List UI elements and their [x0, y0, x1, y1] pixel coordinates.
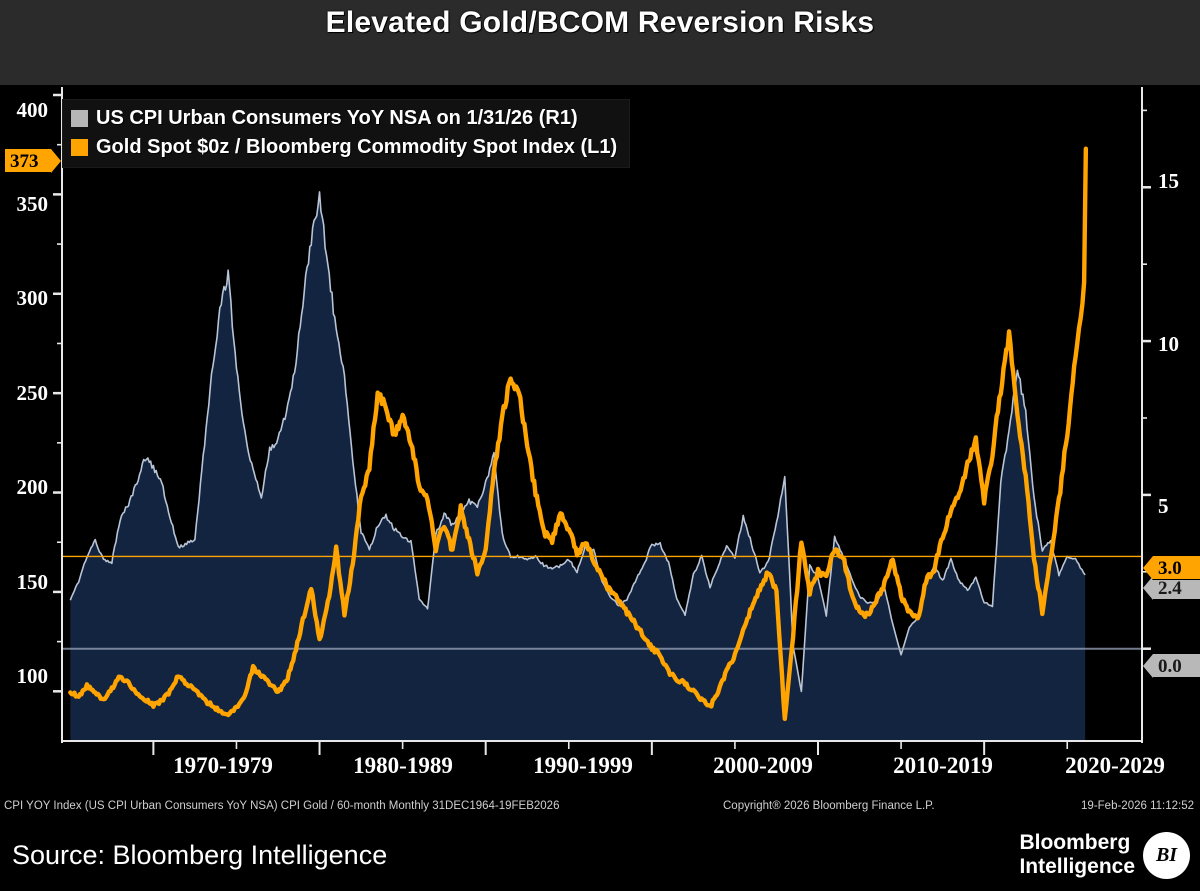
legend-swatch-gold-icon	[71, 139, 88, 156]
footer-timestamp: 19-Feb-2026 11:12:52	[1081, 800, 1194, 812]
legend-label-cpi: US CPI Urban Consumers YoY NSA on 1/31/2…	[96, 107, 578, 129]
left-axis-tick-350: 350	[16, 192, 49, 216]
left-axis-tick-300: 300	[16, 286, 49, 310]
title-band: Elevated Gold/BCOM Reversion Risks	[0, 0, 1200, 85]
footer-series-description: CPI YOY Index (US CPI Urban Consumers Yo…	[4, 800, 560, 812]
logo-line-2: Intelligence	[1019, 855, 1135, 878]
legend-item-cpi[interactable]: US CPI Urban Consumers YoY NSA on 1/31/2…	[71, 104, 617, 133]
left-axis-tick-100: 100	[16, 664, 49, 688]
right-axis-cpi-flag-text: 2.4	[1158, 578, 1182, 599]
bloomberg-intelligence-logo: Bloomberg Intelligence BI	[1019, 831, 1190, 879]
right-flag-gold-pointer-icon	[1143, 556, 1153, 580]
x-axis-tick-2000s: 2000-2009	[713, 753, 813, 778]
right-axis-zero-flag: 0.0	[1143, 653, 1200, 678]
right-axis-tick-15: 15	[1158, 169, 1179, 193]
footer-copyright: Copyright® 2026 Bloomberg Finance L.P.	[723, 800, 935, 812]
x-axis-tick-2010s: 2010-2019	[893, 753, 993, 778]
right-flag-zero-pointer-icon	[1143, 654, 1153, 678]
right-axis-gold-ref-flag: 3.0	[1143, 555, 1200, 580]
x-axis-tick-2020s: 2020-2029	[1065, 753, 1165, 778]
right-axis-gold-ref-flag-text: 3.0	[1158, 558, 1182, 579]
legend-swatch-cpi-icon	[71, 110, 88, 127]
x-axis-tick-1980s: 1980-1989	[353, 753, 453, 778]
right-axis-zero-flag-text: 0.0	[1158, 656, 1182, 677]
left-axis-tick-250: 250	[16, 381, 49, 405]
legend-item-gold[interactable]: Gold Spot $0z / Bloomberg Commodity Spot…	[71, 133, 617, 162]
x-axis-tick-1970s: 1970-1979	[173, 753, 273, 778]
left-axis-tick-400: 400	[16, 98, 49, 122]
logo-badge-icon: BI	[1143, 831, 1190, 879]
chart-plot-area: US CPI Urban Consumers YoY NSA on 1/31/2…	[0, 85, 1200, 798]
source-label: Source: Bloomberg Intelligence	[12, 840, 388, 870]
left-flag-pointer-icon	[51, 149, 61, 173]
chart-svg	[53, 87, 1151, 755]
logo-wordmark: Bloomberg Intelligence	[1019, 831, 1135, 879]
x-axis-tick-1990s: 1990-1999	[533, 753, 633, 778]
left-axis-tick-150: 150	[16, 570, 49, 594]
chart-legend: US CPI Urban Consumers YoY NSA on 1/31/2…	[62, 99, 631, 168]
logo-line-1: Bloomberg	[1019, 831, 1131, 854]
source-bar: Source: Bloomberg Intelligence Bloomberg…	[0, 820, 1200, 891]
left-axis-value-flag-text: 373	[10, 151, 39, 172]
right-flag-cpi-pointer-icon	[1143, 576, 1153, 600]
page-title: Elevated Gold/BCOM Reversion Risks	[325, 6, 875, 39]
legend-label-gold: Gold Spot $0z / Bloomberg Commodity Spot…	[96, 136, 618, 158]
left-axis-tick-200: 200	[16, 475, 49, 499]
right-axis-tick-5: 5	[1158, 494, 1169, 518]
left-axis-value-flag: 373	[4, 148, 61, 173]
right-axis-tick-10: 10	[1158, 332, 1179, 356]
